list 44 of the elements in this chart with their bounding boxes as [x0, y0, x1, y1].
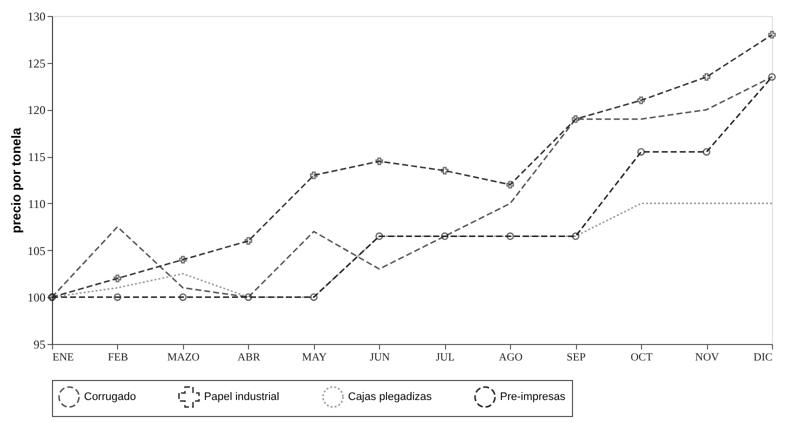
y-tick-label: 125 [28, 56, 46, 70]
x-tick-label: MAY [302, 352, 327, 364]
x-tick-label: NOV [695, 352, 720, 364]
y-tick-label: 115 [28, 150, 46, 164]
legend-label: Pre-impresas [500, 391, 566, 403]
x-tick-label: MAZO [167, 352, 200, 364]
point [637, 148, 645, 156]
x-tick-label: ABR [238, 352, 261, 364]
point [114, 274, 122, 282]
x-tick-label: OCT [630, 352, 653, 364]
x-tick-label: AGO [498, 352, 523, 364]
legend-label: Cajas plegadizas [348, 391, 432, 403]
point [114, 293, 122, 301]
point [702, 148, 710, 156]
point [310, 293, 318, 301]
y-tick-label: 100 [28, 290, 46, 305]
y-tick-label: 130 [28, 10, 46, 24]
point [637, 96, 645, 104]
point [375, 232, 384, 240]
x-tick-label: FEB [108, 352, 128, 364]
x-tick-label: DIC [754, 352, 772, 364]
y-axis-title: precio por tonela [8, 127, 24, 234]
y-tick-label: 95 [34, 338, 46, 352]
point [179, 293, 187, 301]
point [375, 157, 384, 166]
legend-label: Corrugado [84, 391, 136, 403]
point [572, 232, 580, 240]
point [179, 256, 187, 264]
y-tick-label: 120 [28, 103, 46, 118]
y-tick-label: 105 [28, 244, 46, 258]
point [506, 180, 514, 188]
legend-label: Papel industrial [204, 391, 280, 403]
point [244, 237, 252, 245]
point [768, 30, 776, 39]
point [572, 115, 580, 123]
point [310, 172, 318, 180]
point [702, 73, 710, 81]
point [440, 166, 449, 174]
x-tick-label: ENE [52, 352, 74, 364]
y-tick-label: 110 [28, 196, 46, 211]
x-tick-label: JUL [436, 352, 455, 364]
x-tick-label: JUN [370, 352, 390, 364]
point [506, 232, 514, 240]
x-tick-label: SEP [566, 352, 586, 364]
